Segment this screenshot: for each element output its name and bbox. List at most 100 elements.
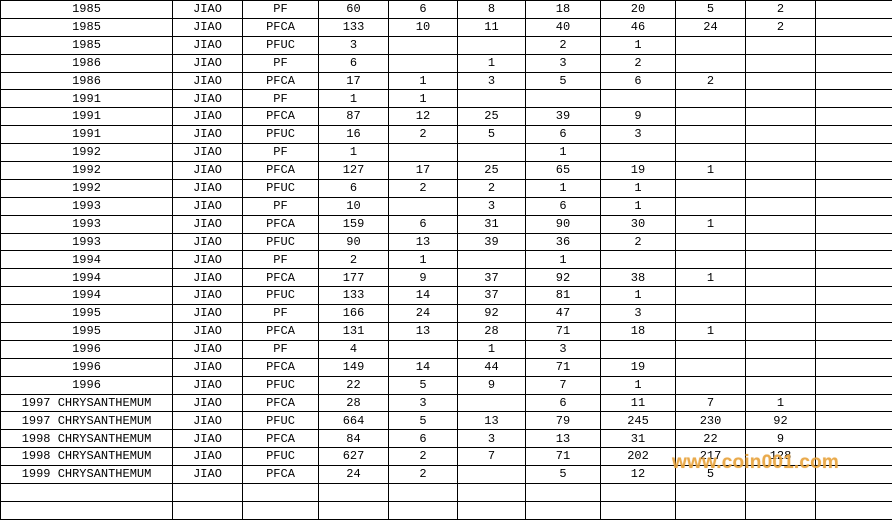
cell-g6 — [746, 233, 816, 251]
cell-g4 — [601, 501, 676, 519]
cell-g6 — [746, 72, 816, 90]
cell-year-variety: 1991 — [1, 126, 173, 144]
cell-total: 10 — [319, 197, 389, 215]
cell-service-grade: PF — [243, 305, 319, 323]
cell-mint: JIAO — [173, 36, 243, 54]
cell-mint: JIAO — [173, 108, 243, 126]
cell-g1: 14 — [389, 287, 458, 305]
cell-g6 — [746, 340, 816, 358]
cell-g2: 13 — [458, 412, 526, 430]
cell-g7 — [816, 501, 892, 519]
cell-service-grade: PFCA — [243, 162, 319, 180]
cell-g3: 18 — [526, 1, 601, 19]
cell-g2: 44 — [458, 358, 526, 376]
cell-g3: 1 — [526, 251, 601, 269]
cell-g2: 1 — [458, 54, 526, 72]
cell-total: 2 — [319, 251, 389, 269]
cell-year-variety: 1996 — [1, 340, 173, 358]
cell-g5 — [676, 376, 746, 394]
cell-service-grade: PFCA — [243, 394, 319, 412]
cell-g4: 9 — [601, 108, 676, 126]
cell-g4: 2 — [601, 233, 676, 251]
cell-mint: JIAO — [173, 394, 243, 412]
cell-year-variety: 1997 CHRYSANTHEMUM — [1, 412, 173, 430]
cell-g4: 19 — [601, 162, 676, 180]
cell-g1: 14 — [389, 358, 458, 376]
cell-service-grade: PFCA — [243, 430, 319, 448]
cell-total: 627 — [319, 448, 389, 466]
cell-g2: 5 — [458, 126, 526, 144]
cell-g5 — [676, 305, 746, 323]
cell-g2: 31 — [458, 215, 526, 233]
cell-year-variety: 1993 — [1, 197, 173, 215]
cell-g6: 128 — [746, 448, 816, 466]
cell-g2: 25 — [458, 108, 526, 126]
cell-g7 — [816, 36, 892, 54]
cell-g4 — [601, 144, 676, 162]
cell-mint: JIAO — [173, 126, 243, 144]
cell-g5: 5 — [676, 1, 746, 19]
cell-mint: JIAO — [173, 179, 243, 197]
cell-year-variety — [1, 484, 173, 502]
cell-g4: 20 — [601, 1, 676, 19]
cell-mint: JIAO — [173, 287, 243, 305]
cell-g2 — [458, 36, 526, 54]
cell-g1: 2 — [389, 126, 458, 144]
cell-year-variety: 1995 — [1, 323, 173, 341]
cell-g4: 1 — [601, 36, 676, 54]
cell-g1: 9 — [389, 269, 458, 287]
cell-g4: 18 — [601, 323, 676, 341]
cell-g5: 217 — [676, 448, 746, 466]
cell-g3: 6 — [526, 126, 601, 144]
table-row — [1, 484, 892, 502]
cell-g1: 6 — [389, 1, 458, 19]
cell-g7 — [816, 215, 892, 233]
cell-service-grade: PFCA — [243, 269, 319, 287]
cell-g7 — [816, 1, 892, 19]
cell-g6 — [746, 501, 816, 519]
cell-g1: 6 — [389, 215, 458, 233]
cell-g2: 3 — [458, 430, 526, 448]
cell-g1: 24 — [389, 305, 458, 323]
cell-mint: JIAO — [173, 466, 243, 484]
cell-total: 84 — [319, 430, 389, 448]
cell-g4: 3 — [601, 126, 676, 144]
cell-g4: 38 — [601, 269, 676, 287]
cell-g6: 2 — [746, 18, 816, 36]
cell-g5: 22 — [676, 430, 746, 448]
cell-g6: 9 — [746, 430, 816, 448]
cell-total: 1 — [319, 144, 389, 162]
cell-mint: JIAO — [173, 358, 243, 376]
cell-year-variety: 1994 — [1, 287, 173, 305]
cell-g6 — [746, 108, 816, 126]
cell-g5 — [676, 197, 746, 215]
cell-g6: 92 — [746, 412, 816, 430]
cell-g6 — [746, 466, 816, 484]
cell-total: 6 — [319, 54, 389, 72]
cell-g5 — [676, 90, 746, 108]
cell-service-grade: PF — [243, 340, 319, 358]
cell-year-variety: 1992 — [1, 144, 173, 162]
cell-service-grade: PFCA — [243, 358, 319, 376]
cell-g7 — [816, 251, 892, 269]
cell-total: 22 — [319, 376, 389, 394]
cell-year-variety: 1993 — [1, 215, 173, 233]
cell-service-grade: PF — [243, 1, 319, 19]
cell-g6 — [746, 197, 816, 215]
cell-total: 1 — [319, 90, 389, 108]
cell-mint — [173, 484, 243, 502]
cell-year-variety: 1998 CHRYSANTHEMUM — [1, 448, 173, 466]
